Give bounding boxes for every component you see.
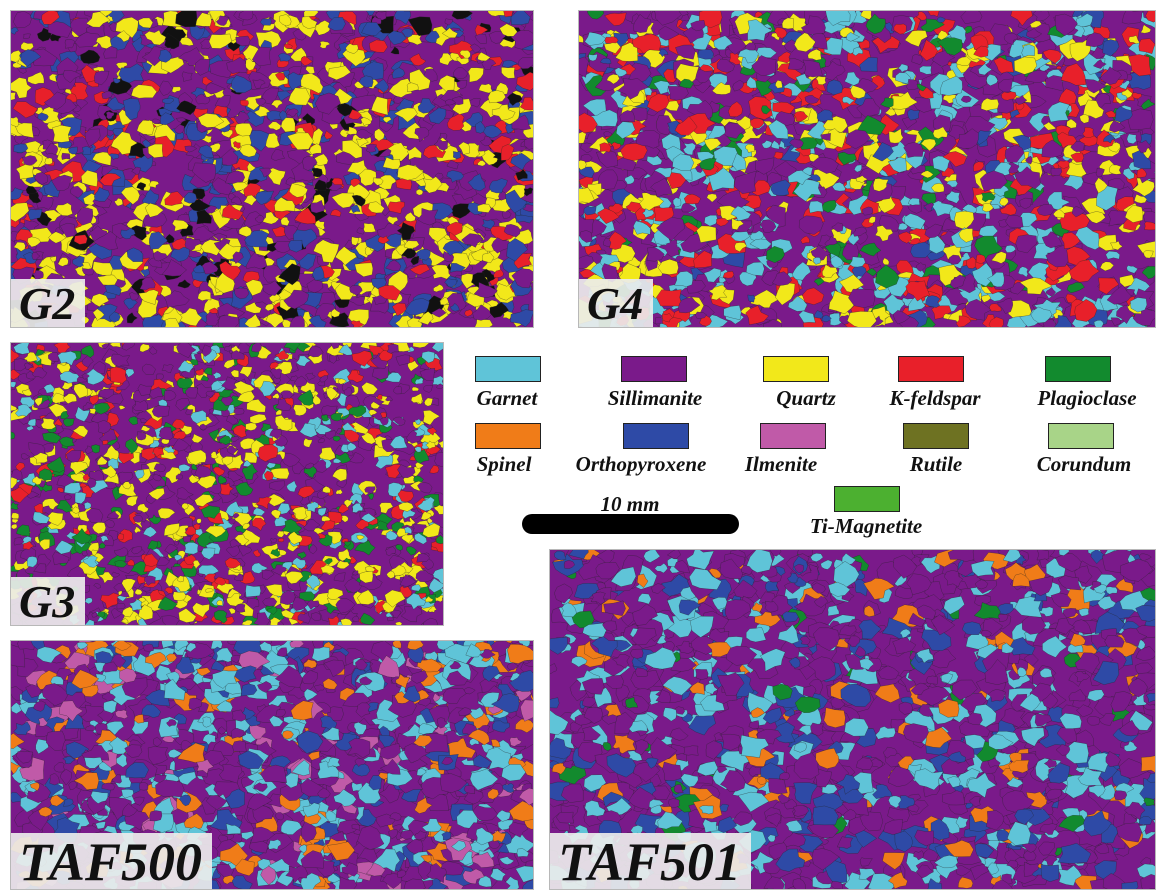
legend-label-ilmenite: Ilmenite [744,452,818,476]
scale-bar [522,514,739,534]
legend-label-garnet: Garnet [476,386,538,410]
legend-swatch-quartz [763,356,829,382]
legend-label-spinel: Spinel [476,452,532,476]
legend-label-plagioclase: Plagioclase [1037,386,1137,410]
panel-taf501: TAF501 [549,549,1156,890]
legend-swatch-ilmenite [760,423,826,449]
panel-label-g3: G3 [11,577,86,625]
legend-swatch-garnet [475,356,541,382]
legend-label-k-feldspar: K-feldspar [889,386,981,410]
panel-label-g4: G4 [579,279,654,327]
panel-g4: G4 [578,10,1156,328]
g3-phase-map [11,343,443,625]
panel-label-taf501: TAF501 [550,833,752,889]
legend-label-orthopyroxene: Orthopyroxene [575,452,707,476]
legend-label-sillimanite: Sillimanite [607,386,703,410]
legend-swatch-corundum [1048,423,1114,449]
panel-label-taf500: TAF500 [11,833,213,889]
g4-phase-map [579,11,1155,327]
legend-swatch-orthopyroxene [623,423,689,449]
legend-label-corundum: Corundum [1036,452,1132,476]
legend-swatch-sillimanite [621,356,687,382]
legend-swatch-plagioclase [1045,356,1111,382]
legend-swatch-ti-magnetite [834,486,900,512]
legend-swatch-spinel [475,423,541,449]
panel-g2: G2 [10,10,534,328]
panel-label-g2: G2 [11,279,86,327]
legend-label-rutile: Rutile [909,452,963,476]
panel-g3: G3 [10,342,444,626]
legend-swatch-k-feldspar [898,356,964,382]
scale-bar-label: 10 mm [600,492,660,516]
g2-phase-map [11,11,533,327]
panel-taf500: TAF500 [10,640,534,890]
legend-swatch-rutile [903,423,969,449]
legend-label-ti-magnetite: Ti-Magnetite [809,514,923,538]
legend-label-quartz: Quartz [776,386,836,410]
